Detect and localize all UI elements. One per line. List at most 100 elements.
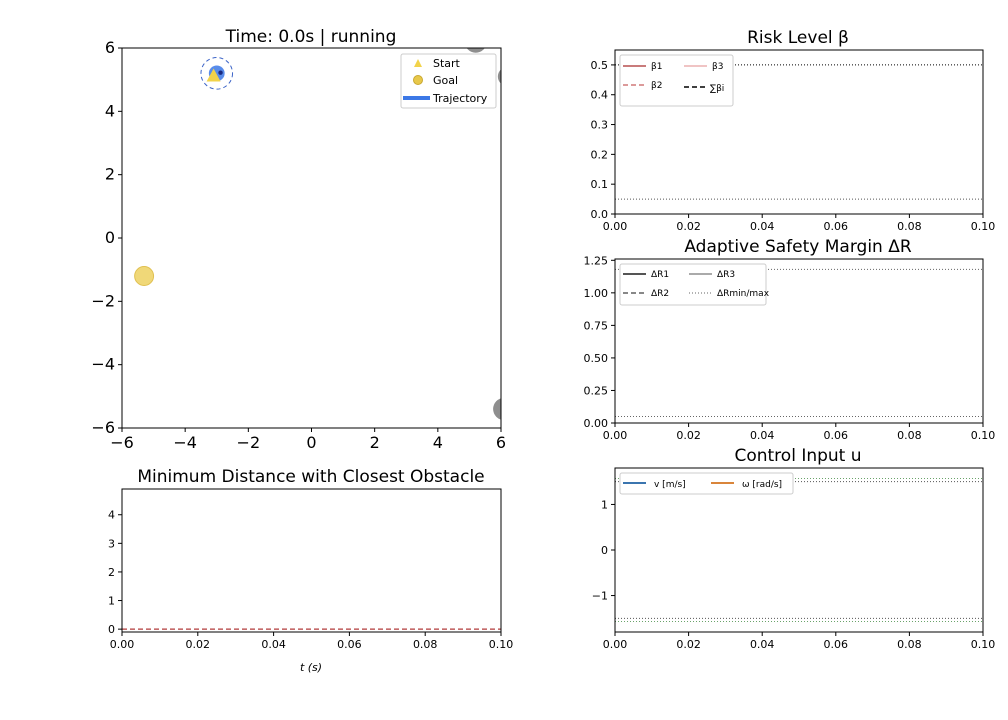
x-tick-label: 0.04 — [750, 638, 775, 651]
x-tick-label: 0.02 — [676, 220, 701, 233]
min-distance-ticks: 0.00 0.02 0.04 0.06 0.08 0.10 0 1 2 3 4 — [108, 509, 513, 651]
y-tick-label: 0.5 — [591, 59, 609, 72]
x-tick-label: 0.06 — [824, 429, 849, 442]
risk-level-marks — [615, 64, 983, 200]
x-tick-label: 0.02 — [676, 429, 701, 442]
x-tick-label: 0.08 — [413, 638, 438, 651]
x-tick-label: 0.08 — [897, 638, 922, 651]
legend-box — [619, 54, 734, 107]
control-input-ticks: 0.00 0.02 0.04 0.06 0.08 0.10 −1 0 1 — [592, 498, 995, 651]
x-tick-label: 0.10 — [971, 638, 996, 651]
safety-margin-axes-frame — [614, 258, 984, 424]
risk-level-ticks: 0.00 0.02 0.04 0.06 0.08 0.10 0.0 0.1 0.2 0.3 0.4 0… — [591, 59, 996, 233]
legend-omega-label: ω [rad/s] — [742, 480, 782, 490]
legend-box — [400, 53, 497, 109]
start-marker — [206, 68, 221, 82]
goal-marker — [134, 266, 155, 286]
risk-level-title: Risk Level β — [747, 28, 849, 48]
safety-margin-title: Adaptive Safety Margin ΔR — [684, 237, 912, 257]
x-tick-label: 0.00 — [603, 638, 628, 651]
y-tick-label: 1.25 — [584, 254, 609, 267]
x-tick-label: 0.04 — [261, 638, 286, 651]
y-tick-label: 0.25 — [584, 384, 609, 397]
x-tick-label: 0 — [306, 433, 316, 452]
x-tick-label: 4 — [433, 433, 443, 452]
y-tick-label: 3 — [108, 537, 115, 550]
legend-dr2-label: ΔR2 — [651, 289, 669, 299]
x-tick-label: 0.10 — [971, 220, 996, 233]
risk-level-axes-frame — [614, 49, 984, 215]
legend-start-marker — [414, 59, 422, 67]
y-tick-label: −6 — [91, 418, 115, 437]
x-tick-label: 0.02 — [676, 638, 701, 651]
safety-margin-marks — [615, 268, 983, 417]
x-tick-label: 0.10 — [489, 638, 514, 651]
trajectory-panel: Time: 0.0s | running −6 −4 −2 0 2 4 6 −6 −4 −2 0 2 4… — [91, 27, 506, 452]
legend-beta2-label: β2 — [651, 81, 662, 91]
control-input-axes-frame — [614, 467, 984, 633]
control-input-legend: v [m/s] ω [rad/s] — [619, 472, 794, 495]
trajectory-marks — [134, 48, 501, 420]
x-tick-label: −2 — [237, 433, 261, 452]
legend-box — [619, 263, 767, 306]
y-tick-label: 1 — [601, 498, 608, 511]
min-distance-title: Minimum Distance with Closest Obstacle — [137, 467, 484, 487]
risk-level-legend: β1 β3 β2 ∑βi — [619, 54, 734, 107]
x-tick-label: 0.08 — [897, 220, 922, 233]
obstacle — [497, 69, 501, 84]
x-tick-label: 2 — [370, 433, 380, 452]
x-tick-label: 0.10 — [971, 429, 996, 442]
legend-trajectory-label: Trajectory — [432, 92, 488, 105]
obstacle-group — [466, 48, 501, 420]
legend-goal-label: Goal — [433, 74, 458, 87]
safety-margin-legend: ΔR1 ΔR3 ΔR2 ΔRmin/max — [619, 263, 770, 306]
y-tick-label: 0.3 — [591, 119, 609, 132]
control-input-marks — [615, 477, 983, 623]
legend-dr3-label: ΔR3 — [717, 270, 735, 280]
legend-v-label: v [m/s] — [654, 480, 686, 490]
legend-dr1-label: ΔR1 — [651, 270, 669, 280]
y-tick-label: 4 — [105, 101, 115, 120]
y-tick-label: −2 — [91, 291, 115, 310]
min-distance-axes-frame — [121, 488, 502, 633]
trajectory-ticks: −6 −4 −2 0 2 4 6 −6 −4 −2 0 2 4 6 — [91, 38, 506, 452]
y-tick-label: 0.0 — [591, 208, 609, 221]
x-tick-label: 0.06 — [824, 220, 849, 233]
y-tick-label: 0.4 — [591, 89, 609, 102]
x-tick-label: 0.00 — [603, 220, 628, 233]
y-tick-label: −1 — [592, 590, 608, 603]
x-tick-label: −6 — [110, 433, 134, 452]
min-distance-xlabel: t (s) — [300, 661, 322, 674]
y-tick-label: 4 — [108, 509, 115, 522]
y-tick-label: −4 — [91, 355, 115, 374]
y-tick-label: 0.2 — [591, 148, 609, 161]
y-tick-label: 6 — [105, 38, 115, 57]
obstacle — [493, 398, 501, 420]
y-tick-label: 0 — [105, 228, 115, 247]
x-tick-label: −4 — [173, 433, 197, 452]
legend-start-label: Start — [433, 57, 461, 70]
safety-margin-ticks: 0.00 0.02 0.04 0.06 0.08 0.10 0.00 0.25 0.50 0.75… — [584, 254, 996, 442]
x-tick-label: 0.02 — [186, 638, 211, 651]
legend-goal-marker — [413, 75, 423, 85]
trajectory-title: Time: 0.0s | running — [225, 27, 397, 47]
y-tick-label: 1 — [108, 595, 115, 608]
robot-heading — [218, 70, 223, 75]
x-tick-label: 6 — [496, 433, 506, 452]
legend-sum-label: ∑βi — [710, 84, 724, 94]
x-tick-label: 0.04 — [750, 220, 775, 233]
y-tick-label: 0 — [601, 544, 608, 557]
x-tick-label: 0.04 — [750, 429, 775, 442]
legend-beta1-label: β1 — [651, 62, 662, 72]
trajectory-axes-frame — [121, 47, 502, 429]
y-tick-label: 0.50 — [584, 352, 609, 365]
x-tick-label: 0.08 — [897, 429, 922, 442]
legend-box — [619, 472, 794, 495]
x-tick-label: 0.00 — [603, 429, 628, 442]
y-tick-label: 0.1 — [591, 178, 609, 191]
risk-level-panel: Risk Level β 0.00 0.02 0.04 0.06 0.08 0.100.0… — [591, 28, 996, 233]
y-tick-label: 0 — [108, 623, 115, 636]
obstacle — [466, 48, 485, 53]
control-input-title: Control Input u — [734, 446, 861, 466]
